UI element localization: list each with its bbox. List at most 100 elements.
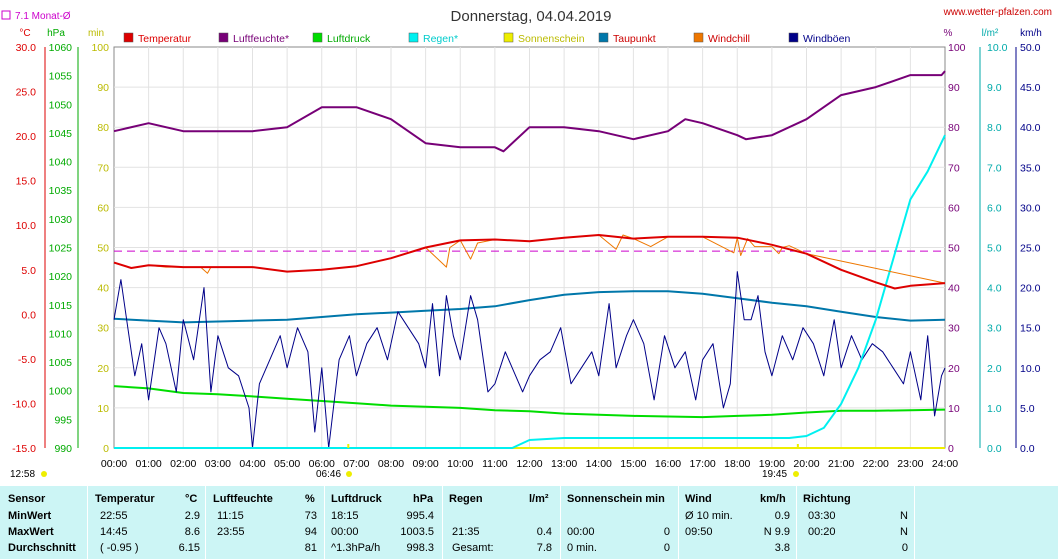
stats-cell-d-val: 0 — [901, 542, 908, 554]
y-tick-label-pct: 20 — [948, 363, 960, 375]
stats-cell-w-val: 0.9 — [774, 510, 790, 522]
column-divider — [678, 486, 679, 559]
column-divider — [442, 486, 443, 559]
x-axis-labels: 00:00 01:00 02:00 03:00 04:00 05:00 06:00 07:00… — [101, 458, 958, 470]
y-tick-label-pct: 90 — [948, 82, 960, 94]
hdr-press: Luftdruck — [331, 493, 382, 505]
x-tick-label: 21:00 — [828, 458, 854, 470]
y-tick-label-kmh: 20.0 — [1020, 283, 1041, 295]
column-divider — [914, 486, 915, 559]
stats-cell-p-val: 995.4 — [406, 510, 434, 522]
y-tick-label-pct: 70 — [948, 162, 960, 174]
unit-kmh: km/h — [1020, 28, 1042, 39]
stats-cell-h-time: 11:15 — [217, 510, 244, 522]
y-tick-label-pct: 0 — [948, 443, 954, 455]
x-tick-label: 01:00 — [135, 458, 161, 470]
x-tick-label: 23:00 — [897, 458, 923, 470]
legend-swatch-windchill — [693, 32, 704, 43]
y-tick-label-pct: 30 — [948, 323, 960, 335]
stats-cell-h-val: 81 — [304, 542, 317, 554]
hdr-dir: Richtung — [803, 493, 851, 505]
y-tick-label-hpa: 1055 — [49, 71, 73, 83]
x-tick-label: 19:00 — [759, 458, 785, 470]
stats-cell-p-time: 18:15 — [331, 510, 359, 522]
y-tick-label-c: -5.0 — [18, 354, 36, 366]
column-divider — [205, 486, 206, 559]
y-tick-label-c: 25.0 — [16, 87, 37, 99]
stats-cell-p-time: ^1.3hPa/h — [331, 542, 381, 554]
hdr-wind-unit: km/h — [760, 493, 786, 505]
y-tick-label-min: 0 — [103, 443, 109, 455]
x-tick-label: 12:00 — [516, 458, 542, 470]
y-tick-label-min: 30 — [97, 323, 109, 335]
series-lines — [113, 70, 946, 449]
unit-hpa: hPa — [47, 28, 65, 39]
legend-swatch-luftdruck — [312, 32, 323, 43]
y-tick-label-pct: 60 — [948, 202, 960, 214]
series-line-luftfeuchte — [113, 70, 946, 153]
hdr-hum-unit: % — [305, 493, 315, 505]
unit-min: min — [88, 28, 104, 39]
y-tick-label-lm2: 4.0 — [987, 283, 1002, 295]
series-line-luftdruck — [113, 385, 946, 419]
stats-cell-t-val: 2.9 — [184, 510, 200, 522]
y-tick-label-min: 100 — [91, 42, 109, 54]
stats-cell-s-val: 0 — [663, 526, 670, 538]
stats-cell-s-val: 0 — [663, 542, 670, 554]
y-tick-label-lm2: 6.0 — [987, 202, 1002, 214]
y-tick-label-lm2: 10.0 — [987, 42, 1008, 54]
x-tick-label: 05:00 — [274, 458, 300, 470]
x-tick-label: 10:00 — [447, 458, 473, 470]
y-tick-label-lm2: 0.0 — [987, 443, 1002, 455]
stats-cell-p-time: 00:00 — [331, 526, 359, 538]
site-link[interactable]: www.wetter-pfalzen.com — [943, 7, 1052, 18]
y-axis-labels: 30.0 25.0 20.0 15.0 10.0 5.0 0.0 -5.0 -10.0 -15.0… — [12, 42, 1041, 455]
y-tick-label-hpa: 1000 — [49, 386, 73, 398]
x-tick-label: 17:00 — [689, 458, 715, 470]
monat-avg-marker — [1, 10, 11, 20]
y-tick-label-kmh: 25.0 — [1020, 243, 1041, 255]
x-tick-label: 03:00 — [205, 458, 231, 470]
y-tick-label-hpa: 1060 — [49, 42, 73, 54]
x-tick-label: 20:00 — [793, 458, 819, 470]
x-tick-label: 00:00 — [101, 458, 127, 470]
y-tick-label-hpa: 1030 — [49, 214, 73, 226]
hdr-wind: Wind — [685, 493, 712, 505]
y-tick-label-pct: 100 — [948, 42, 966, 54]
y-tick-label-pct: 80 — [948, 122, 960, 134]
y-tick-label-min: 40 — [97, 283, 109, 295]
stats-cell-h-val: 73 — [304, 510, 317, 522]
stats-cell-d-val: N — [900, 526, 908, 538]
sunrise-sun-icon — [346, 471, 352, 477]
legend-swatch-temperatur — [123, 32, 134, 43]
y-tick-label-hpa: 1040 — [49, 157, 73, 169]
stats-cell-r-time: 21:35 — [452, 526, 480, 538]
stats-cell-label: MinWert — [8, 510, 52, 522]
y-tick-label-hpa: 1005 — [49, 357, 73, 369]
legend-label-windchill: Windchill — [708, 33, 750, 45]
y-tick-label-pct: 10 — [948, 403, 960, 415]
stats-cell-t-val: 8.6 — [184, 526, 200, 538]
legend-swatch-windböen — [788, 32, 799, 43]
hdr-sensor: Sensor — [8, 493, 46, 505]
x-tick-label: 07:00 — [343, 458, 369, 470]
x-tick-label: 13:00 — [551, 458, 577, 470]
y-tick-label-c: 30.0 — [16, 42, 37, 54]
y-tick-label-lm2: 2.0 — [987, 363, 1002, 375]
column-divider — [87, 486, 88, 559]
stats-cell-r-val: 0.4 — [536, 526, 552, 538]
stats-cell-t-val: 6.15 — [178, 542, 200, 554]
unit-c: °C — [19, 28, 30, 39]
x-tick-label: 22:00 — [863, 458, 889, 470]
legend-label-taupunkt: Taupunkt — [613, 33, 656, 45]
y-tick-label-lm2: 5.0 — [987, 243, 1002, 255]
legend-label-luftdruck: Luftdruck — [327, 33, 371, 45]
stats-cell-p-val: 1003.5 — [400, 526, 434, 538]
stats-cell-h-time: 23:55 — [217, 526, 245, 538]
stats-cell-d-val: N — [900, 510, 908, 522]
legend-swatch-luftfeuchte — [218, 32, 229, 43]
y-tick-label-c: -15.0 — [12, 443, 36, 455]
stats-cell-d-time: 00:20 — [808, 526, 836, 538]
stats-cell-t-time: 14:45 — [100, 526, 128, 538]
unit-lm2: l/m² — [982, 28, 999, 39]
